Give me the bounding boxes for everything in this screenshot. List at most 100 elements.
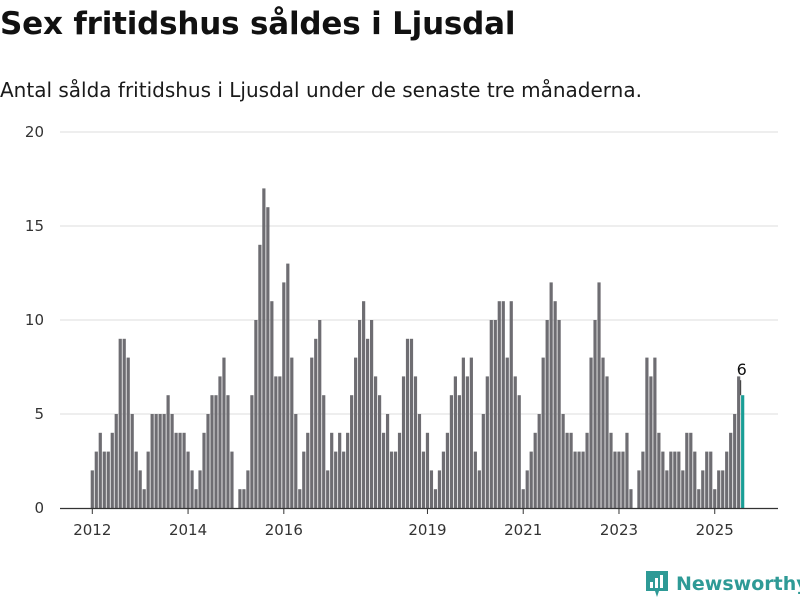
bar [310, 357, 314, 508]
bar [198, 470, 202, 508]
bar [405, 338, 410, 508]
bar [334, 451, 338, 508]
bar [637, 470, 641, 508]
bar [194, 489, 198, 508]
bar [733, 414, 737, 508]
bar [118, 338, 122, 508]
bar [318, 320, 322, 508]
brand-logo[interactable]: Newsworthy [644, 568, 800, 600]
bar [489, 320, 493, 508]
bar [373, 376, 378, 508]
bar [417, 414, 422, 508]
bar [98, 432, 102, 508]
bar [425, 432, 430, 508]
x-tick-label: 2025 [696, 521, 734, 539]
y-tick-label: 20 [25, 123, 44, 141]
y-tick-label: 0 [34, 499, 44, 517]
bar [146, 451, 150, 508]
bar [645, 357, 649, 508]
bar [326, 470, 330, 508]
bar [298, 489, 302, 508]
bar [517, 395, 521, 508]
bar [413, 376, 418, 508]
bar [565, 432, 569, 508]
bar [521, 489, 525, 508]
bar [358, 320, 362, 508]
bar [493, 320, 497, 508]
bar [617, 451, 621, 508]
highlight-value-label: 6 [737, 360, 747, 379]
bar [541, 357, 545, 508]
bar [485, 376, 489, 508]
bar [477, 470, 481, 508]
bar [130, 414, 134, 508]
bar [222, 357, 226, 508]
annotations: 6 [737, 360, 747, 396]
bar [282, 282, 286, 508]
bar [401, 376, 406, 508]
bar [393, 451, 398, 508]
bar [509, 301, 513, 508]
bar [569, 432, 573, 508]
bar [182, 432, 186, 508]
bar [254, 320, 258, 508]
bar [106, 451, 110, 508]
bar [226, 395, 230, 508]
bar [573, 451, 577, 508]
bar [721, 470, 725, 508]
bar [581, 451, 585, 508]
bar [653, 357, 657, 508]
chart-title: Sex fritidshus såldes i Ljusdal [0, 6, 516, 42]
bar [665, 470, 669, 508]
bar [465, 376, 469, 508]
bar [529, 451, 533, 508]
bar [737, 376, 741, 508]
brand-name: Newsworthy [676, 573, 800, 595]
bar [525, 470, 529, 508]
bar [206, 414, 210, 508]
bar [605, 376, 609, 508]
bar [190, 470, 194, 508]
bar [126, 357, 130, 508]
bar [302, 451, 306, 508]
bar [549, 282, 553, 508]
bar [533, 432, 537, 508]
bar [342, 451, 346, 508]
x-tick-label: 2016 [265, 521, 303, 539]
bar [457, 395, 461, 508]
bar [258, 244, 262, 509]
bar [505, 357, 509, 508]
bar [202, 432, 206, 508]
bar [641, 451, 645, 508]
bar [134, 451, 138, 508]
bar [377, 395, 382, 508]
bar [362, 301, 366, 508]
highlight-bar [741, 395, 745, 508]
bar [186, 451, 190, 508]
bar [397, 432, 402, 508]
bar [122, 338, 126, 508]
bar [677, 451, 681, 508]
bar [433, 489, 438, 508]
bar [629, 489, 633, 508]
newsworthy-logo-icon [646, 571, 668, 597]
bar [286, 263, 290, 508]
x-tick-label: 2021 [504, 521, 542, 539]
bar [138, 470, 142, 508]
y-tick-label: 5 [34, 405, 44, 423]
bar [693, 451, 697, 508]
bar [370, 320, 374, 508]
bar [661, 451, 665, 508]
bar [625, 432, 629, 508]
bar [294, 414, 298, 508]
bar [409, 338, 414, 508]
bar [262, 188, 266, 508]
bar [497, 301, 501, 508]
bar [461, 357, 465, 508]
bar [218, 376, 222, 508]
bar [429, 470, 434, 508]
bar [274, 376, 278, 508]
bar [322, 395, 326, 508]
bar [102, 451, 106, 508]
bar [593, 320, 597, 508]
